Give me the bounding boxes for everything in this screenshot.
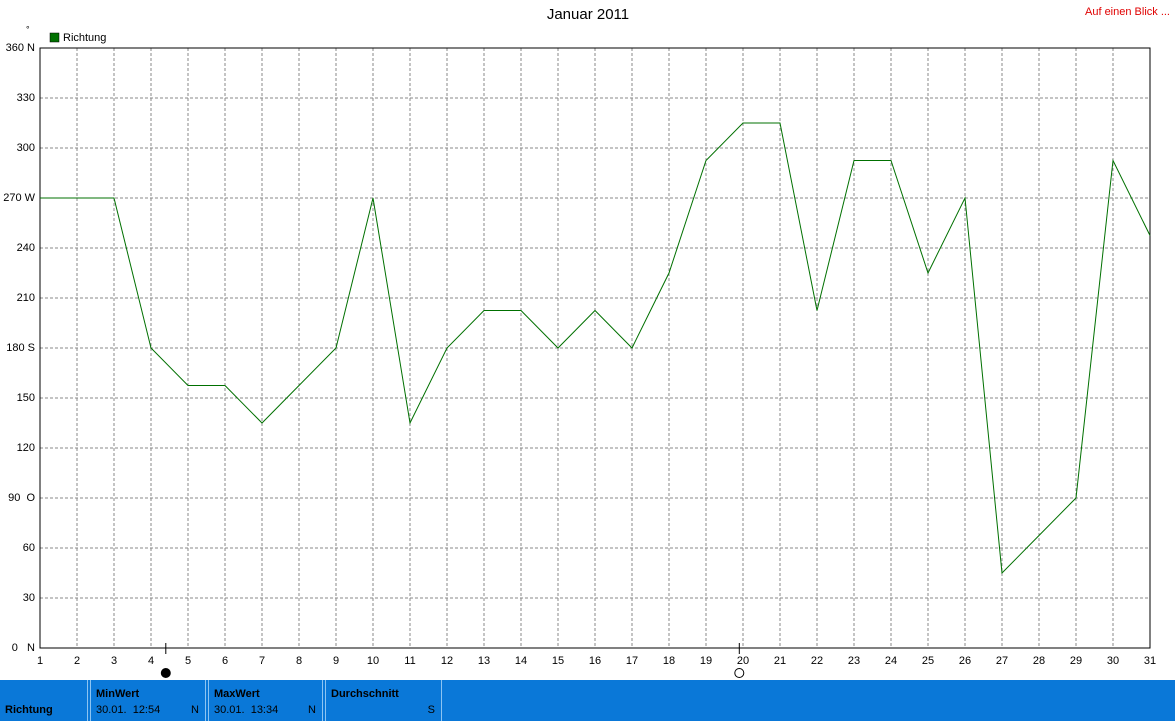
x-tick-label: 15 bbox=[552, 655, 564, 667]
x-tick-label: 4 bbox=[148, 655, 154, 667]
y-tick-label: 180 S bbox=[6, 342, 35, 354]
x-tick-label: 28 bbox=[1033, 655, 1045, 667]
summary-cell: MinWert 30.01. 12:54 N bbox=[90, 680, 206, 721]
y-tick-label: 270 W bbox=[3, 192, 35, 204]
x-tick-label: 5 bbox=[185, 655, 191, 667]
cell-time: 30.01. 12:54 bbox=[96, 704, 161, 716]
x-tick-label: 26 bbox=[959, 655, 971, 667]
y-tick-label: 150 bbox=[17, 392, 35, 404]
x-tick-label: 23 bbox=[848, 655, 860, 667]
summary-cell: Durchschnitt S bbox=[325, 680, 442, 721]
x-tick-label: 27 bbox=[996, 655, 1008, 667]
x-tick-label: 19 bbox=[700, 655, 712, 667]
x-tick-label: 17 bbox=[626, 655, 638, 667]
cell-title: MaxWert bbox=[214, 688, 260, 700]
y-tick-label: 210 bbox=[17, 292, 35, 304]
y-tick-label: 360 N bbox=[6, 42, 35, 54]
x-tick-label: 7 bbox=[259, 655, 265, 667]
y-tick-label: 120 bbox=[17, 442, 35, 454]
x-tick-label: 1 bbox=[37, 655, 43, 667]
plot-border bbox=[39, 47, 1151, 649]
x-tick-label: 2 bbox=[74, 655, 80, 667]
x-tick-label: 9 bbox=[333, 655, 339, 667]
summary-panel: Richtung MinWert 30.01. 12:54 N MaxWert 30.0… bbox=[0, 680, 1175, 721]
cell-value: N bbox=[308, 704, 316, 716]
overview-link[interactable]: Auf einen Blick ... bbox=[1085, 6, 1170, 18]
marker bbox=[734, 668, 745, 678]
x-tick-label: 25 bbox=[922, 655, 934, 667]
x-tick-label: 22 bbox=[811, 655, 823, 667]
cell-time: 30.01. 13:34 bbox=[214, 704, 279, 716]
x-tick-label: 10 bbox=[367, 655, 379, 667]
x-tick-label: 21 bbox=[774, 655, 786, 667]
y-tick-label: 330 bbox=[17, 92, 35, 104]
y-tick-label: 300 bbox=[17, 142, 35, 154]
y-tick-label: 240 bbox=[17, 242, 35, 254]
chart-title: Januar 2011 bbox=[547, 6, 629, 23]
cell-title: Durchschnitt bbox=[331, 688, 399, 700]
data-line bbox=[40, 122, 1151, 575]
cell-value: S bbox=[427, 704, 435, 716]
chart: Januar 2011 Auf einen Blick ... ° Richtu… bbox=[3, 6, 1170, 678]
y-tick-label: 0 N bbox=[12, 642, 35, 654]
x-tick-label: 12 bbox=[441, 655, 453, 667]
x-tick-label: 24 bbox=[885, 655, 897, 667]
x-tick-label: 18 bbox=[663, 655, 675, 667]
x-tick-label: 3 bbox=[111, 655, 117, 667]
x-tick-label: 13 bbox=[478, 655, 490, 667]
x-tick-label: 6 bbox=[222, 655, 228, 667]
y-tick-label: 90 O bbox=[8, 492, 35, 504]
x-tick-label: 11 bbox=[404, 655, 415, 667]
x-tick-label: 8 bbox=[296, 655, 302, 667]
marker bbox=[160, 668, 171, 678]
x-tick-label: 31 bbox=[1144, 655, 1156, 667]
legend-swatch bbox=[49, 32, 60, 43]
x-tick-label: 16 bbox=[589, 655, 601, 667]
x-tick-label: 29 bbox=[1070, 655, 1082, 667]
summary-cell: MaxWert 30.01. 13:34 N bbox=[208, 680, 323, 721]
y-tick-label: 30 bbox=[23, 592, 35, 604]
cell-value: N bbox=[191, 704, 199, 716]
summary-label: Richtung bbox=[5, 704, 53, 716]
summary-label-cell: Richtung bbox=[0, 680, 88, 721]
y-tick-label: 60 bbox=[23, 542, 35, 554]
x-tick-label: 20 bbox=[737, 655, 749, 667]
x-tick-label: 14 bbox=[515, 655, 527, 667]
y-unit: ° bbox=[26, 24, 30, 34]
cell-title: MinWert bbox=[96, 688, 140, 700]
legend-label: Richtung bbox=[63, 32, 106, 44]
x-tick-label: 30 bbox=[1107, 655, 1119, 667]
